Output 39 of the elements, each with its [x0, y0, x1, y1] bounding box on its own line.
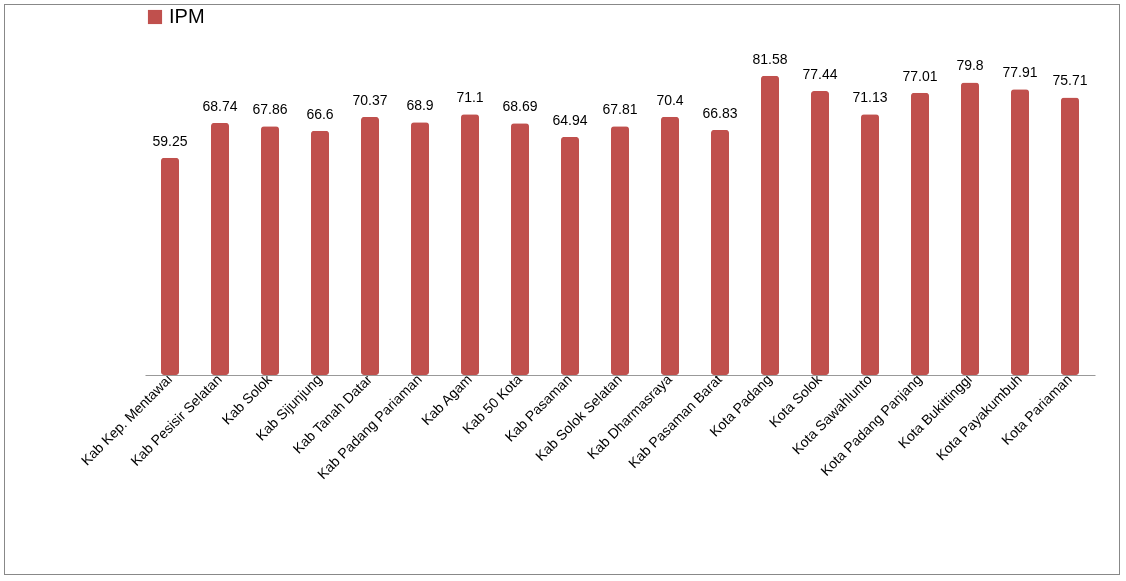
legend-label: IPM — [169, 5, 205, 27]
data-label: 81.58 — [752, 50, 788, 67]
bar — [561, 136, 579, 375]
bar — [961, 82, 979, 375]
data-label: 79.8 — [956, 57, 984, 74]
data-label: 75.71 — [1052, 72, 1088, 89]
data-label: 66.6 — [306, 105, 334, 122]
data-label: 77.91 — [1002, 64, 1038, 81]
bar — [361, 116, 379, 375]
data-label: 70.4 — [656, 91, 684, 108]
data-label: 66.83 — [702, 104, 738, 121]
bar — [911, 92, 929, 375]
bar — [1061, 97, 1079, 375]
bar — [611, 126, 629, 375]
bar — [261, 126, 279, 375]
bar — [861, 114, 879, 375]
bar — [711, 129, 729, 375]
data-label: 70.37 — [352, 91, 388, 108]
data-label: 64.94 — [552, 111, 588, 128]
bar — [661, 116, 679, 375]
data-label: 67.81 — [602, 101, 638, 118]
bar — [811, 91, 829, 375]
bar — [311, 130, 329, 375]
data-label: 68.69 — [502, 98, 538, 115]
bar — [211, 122, 229, 375]
data-label: 67.86 — [252, 101, 288, 118]
bar — [161, 157, 179, 375]
bar — [511, 123, 529, 375]
bar — [411, 122, 429, 375]
bar — [1011, 89, 1029, 375]
data-label: 77.01 — [902, 67, 938, 84]
bar — [761, 75, 779, 375]
data-label: 77.44 — [802, 66, 838, 83]
data-label: 71.13 — [852, 89, 888, 106]
data-label: 68.74 — [202, 97, 238, 114]
bar — [461, 114, 479, 375]
data-label: 68.9 — [406, 97, 434, 114]
data-label: 71.1 — [456, 89, 484, 106]
data-label: 59.25 — [152, 132, 188, 149]
